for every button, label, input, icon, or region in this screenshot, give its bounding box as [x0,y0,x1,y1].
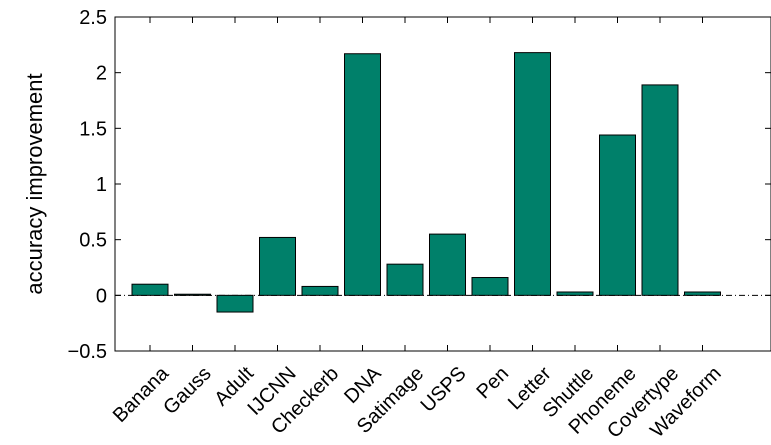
x-tick-label: USPS [417,363,471,417]
bar-letter [514,52,551,296]
y-tick-label: 0 [96,285,107,307]
bar-satimage [386,263,424,296]
y-tick-label: 1.5 [79,118,107,140]
y-tick-label: −0.5 [68,341,107,363]
bar-waveform [684,291,721,296]
bar-banana [131,283,169,296]
x-tick-label: Banana [109,362,174,427]
bar-phoneme [599,134,636,296]
bar-checkerb [301,285,339,296]
x-tick-label: Gauss [159,363,215,419]
bar-adult [216,294,254,313]
bar-gauss [174,293,211,296]
bar-pen [471,277,509,296]
bars [131,52,721,313]
bar-usps [429,233,466,296]
bar-ijcnn [259,236,296,296]
y-tick-label: 1 [96,174,107,196]
y-tick-label: 0.5 [79,230,107,252]
bar-shuttle [556,291,594,296]
y-tick-label: 2 [96,63,107,85]
bar-dna [344,53,381,296]
y-axis-ticks: −0.5 0 0.5 1 1.5 2 2.5 [68,7,771,363]
bar-covertype [641,84,679,296]
y-axis-label: accuracy improvement [22,73,47,294]
y-tick-label: 2.5 [79,7,107,29]
